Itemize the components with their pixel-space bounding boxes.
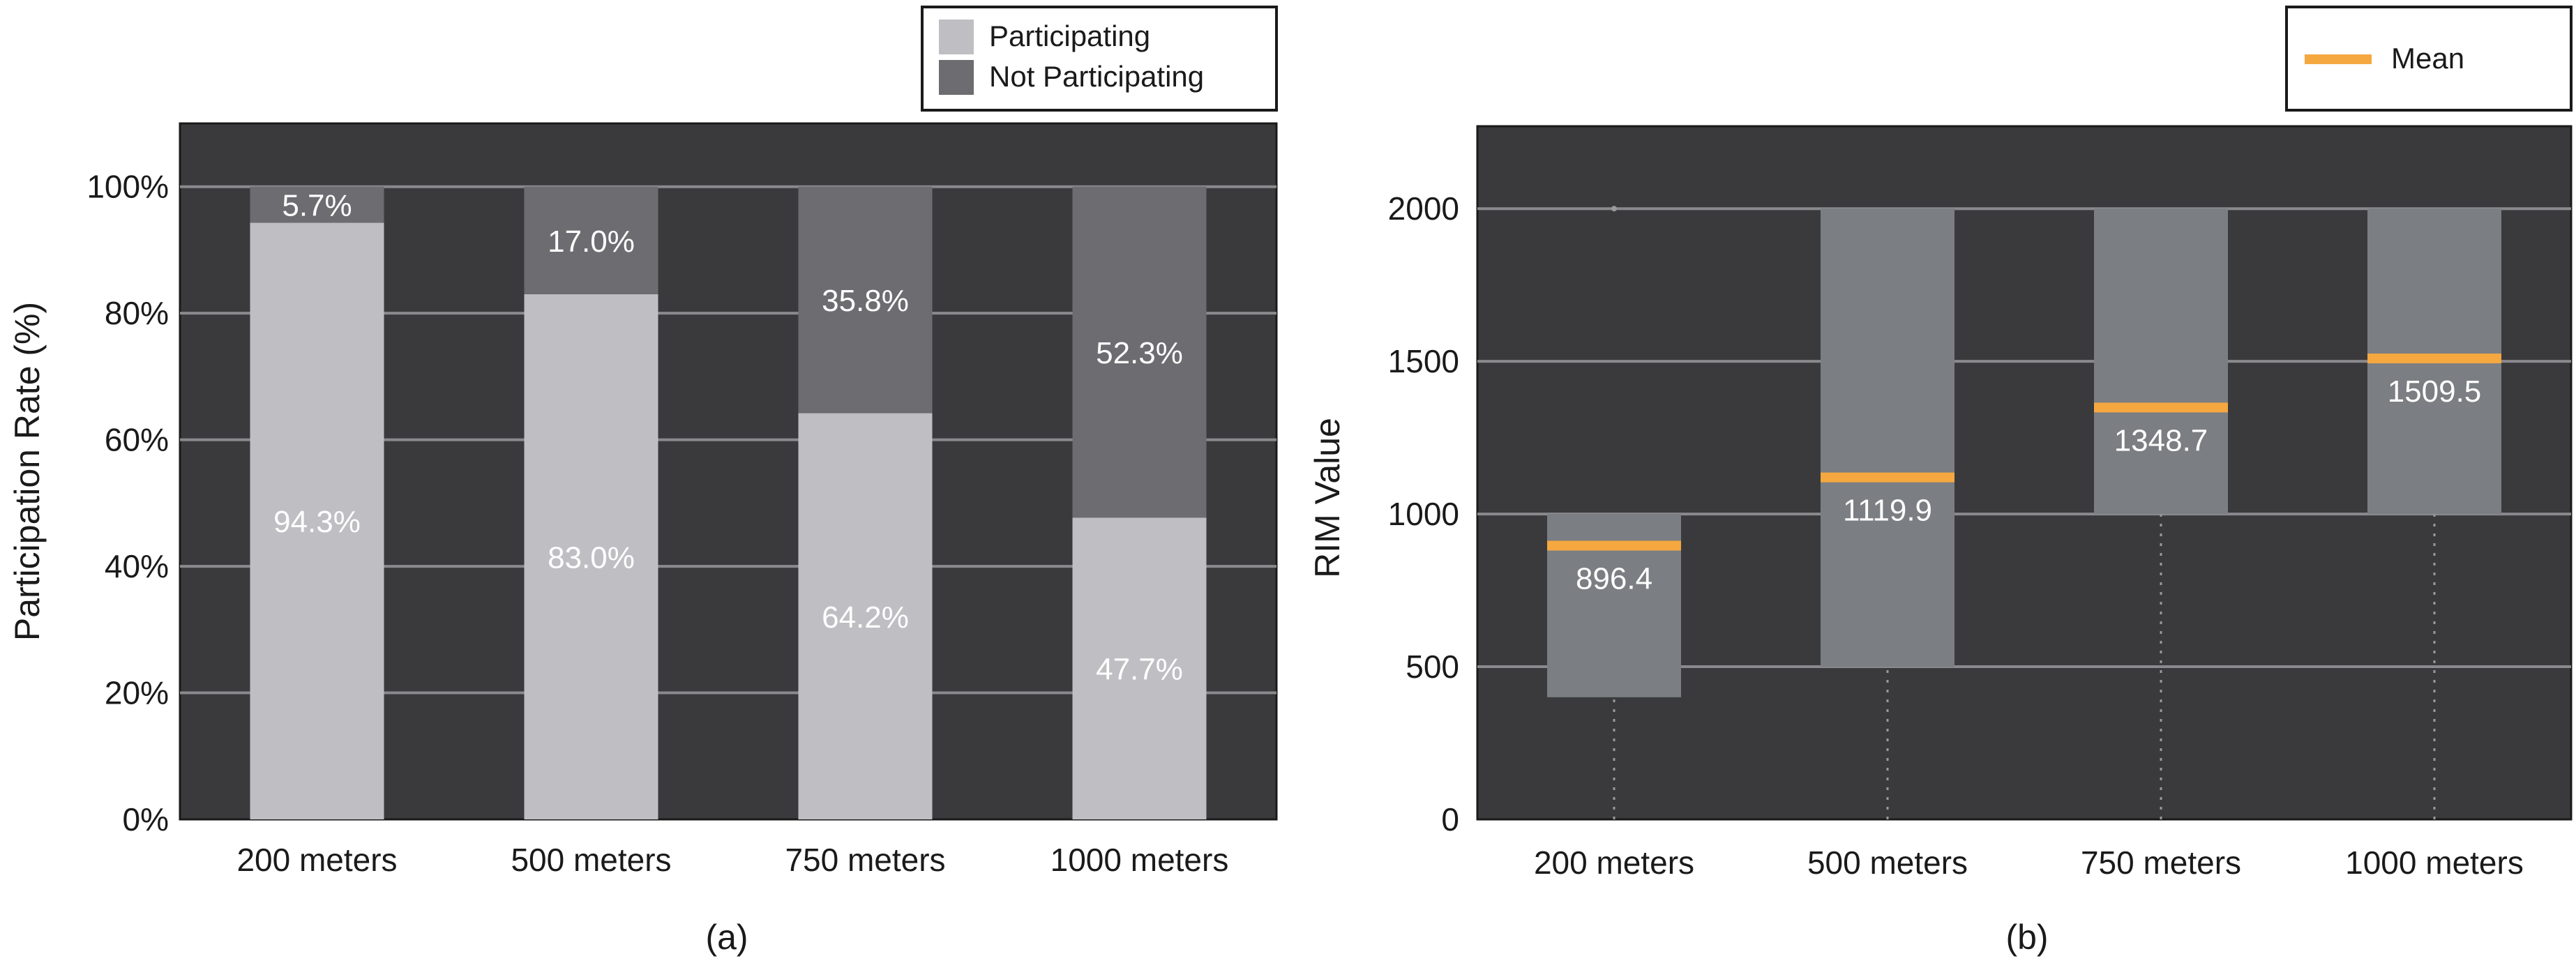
legend-label-participating: Participating (989, 20, 1150, 52)
chart-b-x-ticks: 200 meters 500 meters 750 meters 1000 meter… (1534, 844, 2524, 881)
legend-label-mean: Mean (2391, 42, 2464, 75)
outlier-point-200-meters (1611, 206, 1617, 212)
x-tick-label-b-500-meters: 500 meters (1807, 844, 1968, 881)
data-label-not-participating-1000-meters: 52.3% (1096, 336, 1183, 370)
data-label-participating-200-meters: 94.3% (273, 505, 361, 539)
bar-participating-750-meters (798, 413, 933, 819)
mean-label-200-meters: 896.4 (1576, 561, 1652, 596)
y-tick-label-a-60: 60% (105, 422, 169, 458)
y-tick-label-a-0: 0% (123, 801, 169, 838)
x-tick-label-b-200-meters: 200 meters (1534, 844, 1694, 881)
chart-b-legend: Mean (2285, 6, 2573, 112)
bar-not-participating-750-meters (798, 186, 933, 414)
bar-not-participating-200-meters (250, 186, 384, 223)
chart-a-x-ticks: 200 meters 500 meters 750 meters 1000 meter… (236, 842, 1228, 878)
legend-label-not-participating: Not Participating (989, 60, 1204, 93)
x-tick-label-a-1000-meters: 1000 meters (1050, 842, 1229, 878)
y-tick-label-b-1000: 1000 (1388, 496, 1459, 532)
x-tick-label-b-750-meters: 750 meters (2081, 844, 2241, 881)
mean-label-750-meters: 1348.7 (2114, 423, 2208, 457)
y-tick-label-b-2000: 2000 (1388, 190, 1459, 227)
range-box-750-meters (2094, 209, 2228, 515)
chart-b-y-ticks: 0 500 1000 1500 2000 (1388, 190, 1459, 838)
mean-line-500-meters (1821, 472, 1954, 483)
chart-a-y-axis-label: Participation Rate (%) (8, 302, 47, 641)
data-label-not-participating-750-meters: 35.8% (822, 284, 909, 318)
mean-line-750-meters (2094, 402, 2228, 413)
chart-b: 896.4 1119.9 1348.7 1509.5 0 500 1000 1500 2000… (1308, 6, 2573, 957)
chart-a-legend-box (921, 6, 1278, 112)
chart-b-y-axis-label: RIM Value (1308, 418, 1347, 578)
chart-a-data-labels: 94.3% 5.7% 83.0% 17.0% 64.2% 35.8% 47.7% 52.3% (273, 189, 1183, 687)
x-tick-label-a-750-meters: 750 meters (785, 842, 945, 878)
bar-not-participating-1000-meters (1072, 186, 1207, 518)
chart-a: 94.3%5.7%83.0%17.0%64.2%35.8%47.7%52.3% … (8, 6, 1278, 957)
y-tick-label-b-500: 500 (1406, 649, 1459, 685)
chart-a-legend: Participating Not Participating (921, 6, 1278, 112)
y-tick-label-b-1500: 1500 (1388, 343, 1459, 379)
mean-label-1000-meters: 1509.5 (2388, 374, 2482, 409)
x-tick-label-a-500-meters: 500 meters (511, 842, 671, 878)
x-tick-label-b-1000-meters: 1000 meters (2345, 844, 2524, 881)
legend-swatch-not-participating (939, 60, 974, 95)
bar-participating-200-meters (250, 222, 384, 820)
bar-participating-1000-meters (1072, 517, 1207, 819)
legend-swatch-mean (2305, 54, 2372, 64)
y-tick-label-a-100: 100% (86, 169, 169, 205)
bar-not-participating-500-meters (524, 186, 658, 294)
y-tick-label-a-40: 40% (105, 548, 169, 584)
y-tick-label-a-80: 80% (105, 295, 169, 331)
data-label-participating-750-meters: 64.2% (822, 600, 909, 635)
range-box-500-meters (1821, 209, 1954, 667)
chart-a-y-ticks: 0% 20% 40% 60% 80% 100% (86, 169, 169, 838)
legend-swatch-participating (939, 20, 974, 54)
data-label-participating-1000-meters: 47.7% (1096, 653, 1183, 687)
mean-label-500-meters: 1119.9 (1843, 494, 1932, 528)
bar-participating-500-meters (524, 294, 658, 819)
x-tick-label-a-200-meters: 200 meters (236, 842, 397, 878)
y-tick-label-a-20: 20% (105, 675, 169, 711)
mean-line-200-meters (1547, 540, 1681, 551)
chart-a-panel-label: (a) (705, 918, 748, 957)
data-label-not-participating-500-meters: 17.0% (548, 225, 635, 259)
chart-a-bars (250, 186, 1207, 820)
chart-b-panel-label: (b) (2005, 918, 2048, 957)
chart-b-boxes: 896.4 1119.9 1348.7 1509.5 (1547, 206, 2501, 819)
mean-line-1000-meters (2367, 354, 2501, 364)
data-label-participating-500-meters: 83.0% (548, 540, 635, 575)
data-label-not-participating-200-meters: 5.7% (282, 189, 352, 223)
y-tick-label-b-0: 0 (1441, 801, 1459, 838)
